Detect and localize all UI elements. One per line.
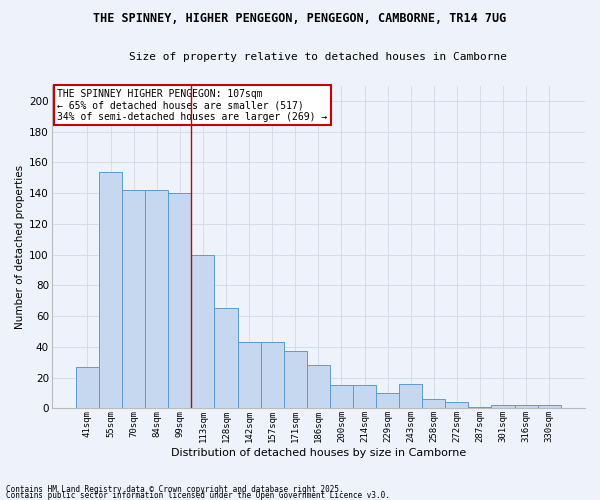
Bar xyxy=(515,405,538,408)
Bar xyxy=(214,308,238,408)
Text: Contains HM Land Registry data © Crown copyright and database right 2025.: Contains HM Land Registry data © Crown c… xyxy=(6,484,344,494)
Bar xyxy=(330,385,353,408)
X-axis label: Distribution of detached houses by size in Camborne: Distribution of detached houses by size … xyxy=(171,448,466,458)
Title: Size of property relative to detached houses in Camborne: Size of property relative to detached ho… xyxy=(130,52,508,62)
Bar xyxy=(445,402,469,408)
Text: THE SPINNEY, HIGHER PENGEGON, PENGEGON, CAMBORNE, TR14 7UG: THE SPINNEY, HIGHER PENGEGON, PENGEGON, … xyxy=(94,12,506,26)
Bar xyxy=(260,342,284,408)
Text: Contains public sector information licensed under the Open Government Licence v3: Contains public sector information licen… xyxy=(6,490,390,500)
Bar xyxy=(238,342,260,408)
Bar xyxy=(422,399,445,408)
Bar xyxy=(469,407,491,408)
Bar xyxy=(491,405,515,408)
Bar xyxy=(538,405,561,408)
Bar xyxy=(399,384,422,408)
Bar xyxy=(76,367,99,408)
Bar xyxy=(307,366,330,408)
Bar xyxy=(284,352,307,408)
Text: THE SPINNEY HIGHER PENGEGON: 107sqm
← 65% of detached houses are smaller (517)
3: THE SPINNEY HIGHER PENGEGON: 107sqm ← 65… xyxy=(57,88,327,122)
Bar xyxy=(145,190,168,408)
Bar xyxy=(353,385,376,408)
Bar xyxy=(168,193,191,408)
Bar xyxy=(99,172,122,408)
Bar xyxy=(191,254,214,408)
Bar xyxy=(122,190,145,408)
Bar xyxy=(376,393,399,408)
Y-axis label: Number of detached properties: Number of detached properties xyxy=(15,165,25,329)
